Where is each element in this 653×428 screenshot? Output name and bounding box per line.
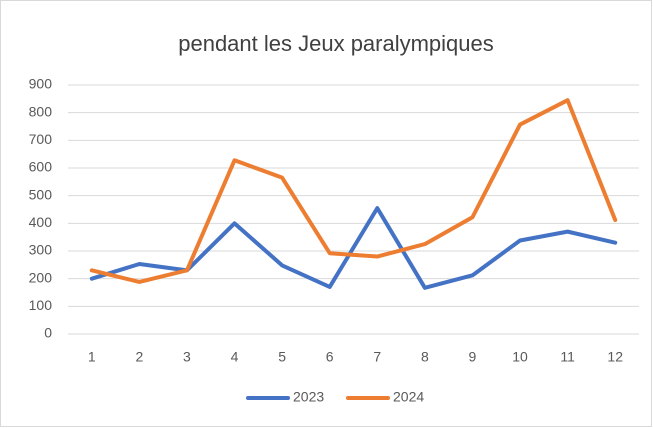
y-tick-label: 100: [29, 297, 53, 313]
y-tick-label: 900: [29, 76, 53, 92]
x-tick-label: 10: [512, 349, 528, 365]
x-tick-label: 8: [421, 349, 429, 365]
x-tick-label: 3: [183, 349, 191, 365]
x-tick-label: 12: [607, 349, 623, 365]
legend-label: 2023: [293, 389, 324, 405]
y-tick-label: 200: [29, 269, 53, 285]
x-tick-label: 1: [88, 349, 96, 365]
y-tick-label: 800: [29, 103, 53, 119]
x-tick-label: 6: [326, 349, 334, 365]
y-tick-label: 400: [29, 214, 53, 230]
y-tick-label: 300: [29, 242, 53, 258]
chart-title: pendant les Jeux paralympiques: [178, 31, 494, 56]
y-tick-label: 700: [29, 131, 53, 147]
y-tick-label: 500: [29, 186, 53, 202]
x-tick-label: 11: [560, 349, 575, 365]
series-line: [89, 206, 618, 290]
y-tick-label: 0: [44, 325, 52, 341]
x-tick-label: 7: [373, 349, 381, 365]
x-tick-label: 2: [135, 349, 143, 365]
x-tick-label: 4: [231, 349, 239, 365]
series-line: [89, 98, 618, 284]
y-tick-label: 600: [29, 159, 53, 175]
x-tick-label: 5: [278, 349, 286, 365]
legend-label: 2024: [393, 389, 424, 405]
x-tick-label: 9: [469, 349, 477, 365]
